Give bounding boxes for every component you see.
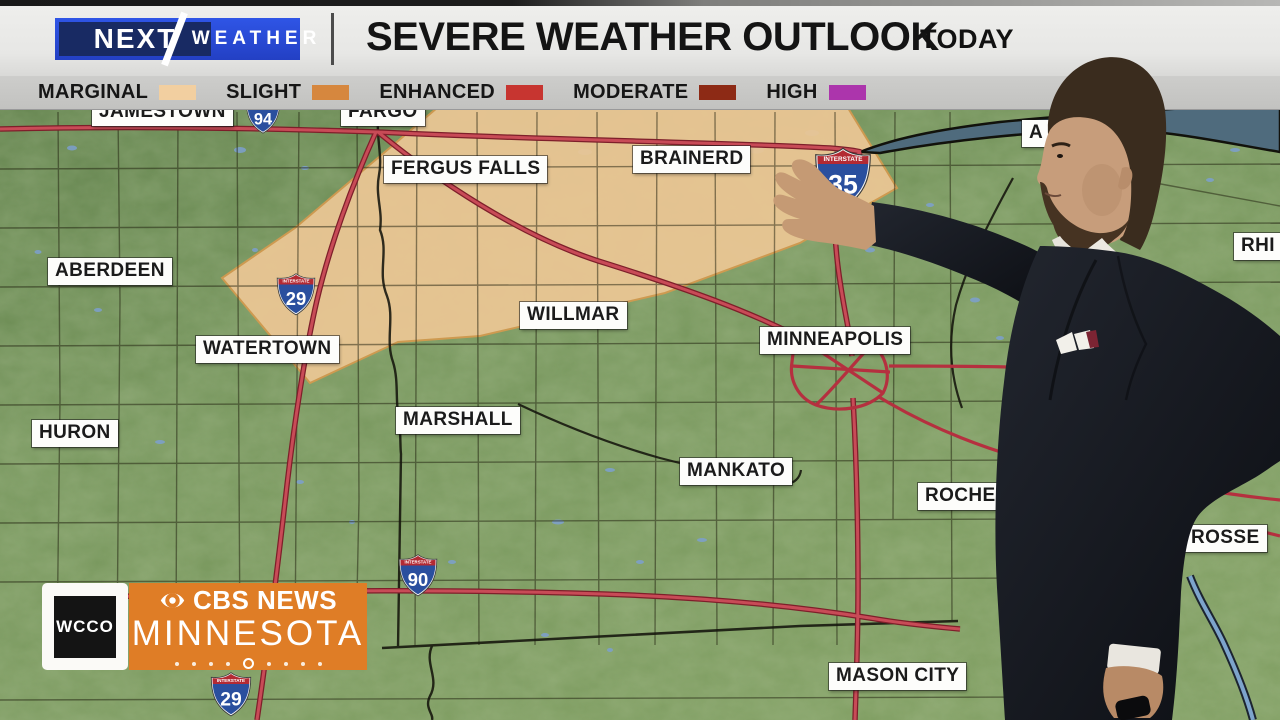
station-bug: WCCO CBS NEWS MINNESOTA	[42, 583, 367, 670]
city-label: BRAINERD	[633, 146, 751, 173]
interstate-shield: INTERSTATE 90	[398, 553, 438, 598]
legend-item: MODERATE	[573, 81, 737, 104]
legend-item: HIGH	[766, 81, 866, 104]
presenter-ear	[1118, 166, 1133, 190]
legend-item: MARGINAL	[38, 81, 197, 104]
legend-label: ENHANCED	[379, 81, 496, 103]
remote-clicker	[1115, 695, 1151, 720]
pointing-arm	[864, 202, 1046, 316]
svg-text:90: 90	[408, 569, 428, 590]
next-weather-logo: NEXT WEATHER	[55, 11, 322, 67]
city-label: RHI	[1234, 233, 1280, 260]
suit-body	[995, 246, 1280, 720]
legend-item: SLIGHT	[226, 81, 350, 104]
city-label: MINNEAPOLIS	[760, 327, 911, 354]
svg-text:29: 29	[286, 288, 306, 309]
city-label: MARSHALL	[396, 407, 520, 434]
legend-swatch	[506, 85, 544, 100]
legend-label: MARGINAL	[38, 81, 149, 103]
interstate-shield: INTERSTATE 29	[210, 671, 252, 718]
legend-swatch	[828, 85, 866, 100]
legend-item: ENHANCED	[379, 81, 544, 104]
legend-label: SLIGHT	[226, 81, 302, 103]
legend-swatch	[159, 85, 197, 100]
presenter-beard	[1040, 182, 1131, 246]
city-label: ABERDEEN	[48, 258, 172, 285]
network-panel: CBS NEWS MINNESOTA	[129, 583, 367, 670]
pointing-hand	[773, 159, 876, 250]
dots-decoration	[174, 657, 322, 670]
legend-label: HIGH	[766, 81, 818, 103]
city-label: FERGUS FALLS	[384, 156, 548, 183]
legend-swatch	[699, 85, 737, 100]
svg-text:94: 94	[254, 110, 273, 128]
presenter-hair	[1047, 57, 1167, 251]
next-logo-text: NEXT	[59, 22, 211, 56]
legend-swatch	[312, 85, 350, 100]
page-title: SEVERE WEATHER OUTLOOK	[366, 15, 939, 59]
city-label: WATERTOWN	[196, 336, 339, 363]
city-label: ROSSE	[1184, 525, 1267, 552]
station-callsign: WCCO	[54, 595, 116, 658]
svg-text:INTERSTATE: INTERSTATE	[824, 156, 863, 163]
city-label: WILLMAR	[520, 302, 627, 329]
cbs-eye-icon	[160, 593, 185, 608]
city-label: ROCHE	[918, 483, 1003, 510]
svg-text:INTERSTATE: INTERSTATE	[217, 678, 245, 683]
svg-text:29: 29	[220, 689, 242, 710]
region-name: MINNESOTA	[131, 614, 365, 653]
city-label: MANKATO	[680, 458, 793, 485]
interstate-shield: INTERSTATE 29	[276, 272, 316, 317]
header-bar: NEXT WEATHER SEVERE WEATHER OUTLOOK TODA…	[0, 0, 1280, 76]
legend-label: MODERATE	[573, 81, 689, 103]
station-callsign-box: WCCO	[42, 583, 128, 670]
timeframe-label: TODAY	[920, 24, 1015, 54]
mississippi-river	[1186, 574, 1257, 720]
svg-text:INTERSTATE: INTERSTATE	[283, 279, 310, 284]
header-divider	[331, 13, 334, 65]
top-edge-strip	[0, 0, 1280, 6]
weather-logo-text: WEATHER	[191, 28, 322, 49]
city-label: HURON	[32, 420, 118, 447]
pocket-square	[1056, 330, 1099, 354]
city-label: MASON CITY	[829, 663, 967, 690]
svg-text:INTERSTATE: INTERSTATE	[405, 560, 432, 565]
city-label: A	[1022, 120, 1051, 147]
network-name: CBS NEWS	[192, 585, 338, 615]
